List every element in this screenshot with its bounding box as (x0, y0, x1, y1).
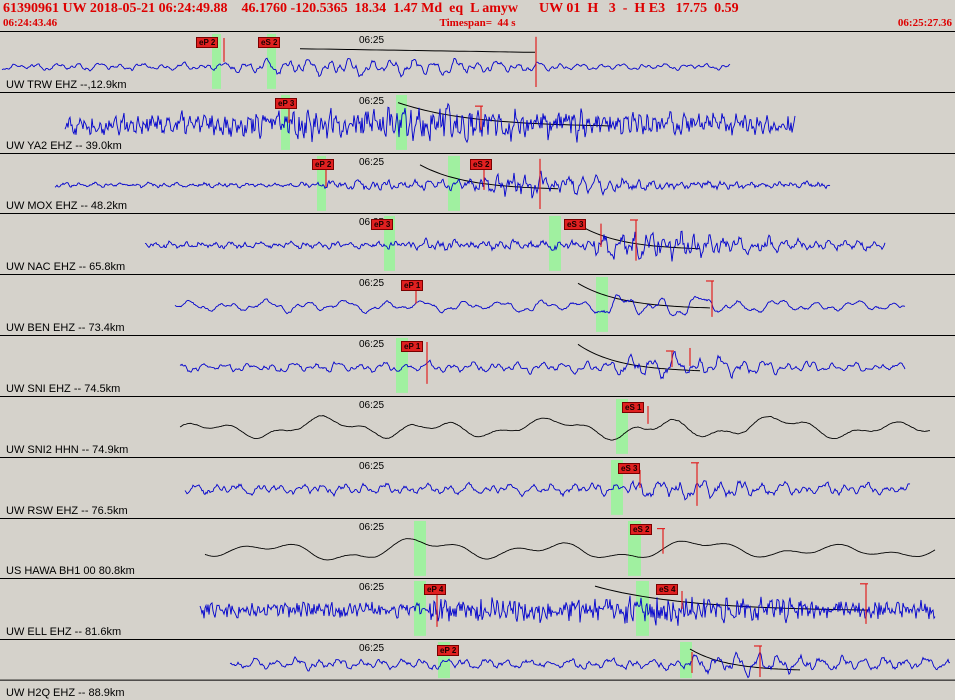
waveform-trace (184, 479, 911, 501)
station-label: UW NAC EHZ -- 65.8km (6, 261, 126, 274)
phase-pick-label[interactable]: eS 4 (656, 584, 679, 596)
phase-pick-label[interactable]: eS 3 (618, 462, 641, 474)
waveform-trace (144, 231, 886, 262)
phase-pick-label[interactable]: eP 2 (196, 37, 219, 48)
minute-label: 06:25 (359, 399, 385, 411)
coda-decay-curve (397, 101, 613, 127)
phase-pick-label[interactable]: eS 1 (622, 401, 645, 413)
coda-decay-curve (594, 585, 869, 611)
minute-label: 06:25 (359, 95, 385, 107)
trace-row[interactable]: 06:25 eP 1 UW BEN EHZ -- 73.4km (0, 274, 955, 335)
minute-label: 06:25 (359, 460, 385, 472)
trace-row[interactable]: 06:25 eP 2 UW H2Q EHZ -- 88.9km (0, 639, 955, 700)
waveform-trace (174, 294, 906, 317)
phase-window-band (680, 642, 692, 679)
waveform-trace (179, 350, 906, 380)
waveform-plot[interactable] (0, 214, 955, 274)
timespan-label: Timespan= 44 s (439, 17, 516, 29)
station-label: US HAWA BH1 00 80.8km (6, 565, 135, 578)
waveform-trace (199, 595, 936, 627)
trace-row[interactable]: 06:25 eP 2 eS 2 UW MOX EHZ -- 48.2km (0, 152, 955, 214)
waveform-plot[interactable] (0, 275, 955, 335)
window-start-time: 06:24:43.46 (3, 17, 58, 29)
time-axis-header: 06:24:43.46 Timespan= 44 s 06:25:27.36 (0, 17, 955, 31)
waveform-trace (54, 170, 831, 198)
window-end-time: 06:25:27.36 (897, 17, 952, 29)
station-label: UW ELL EHZ -- 81.6km (6, 626, 122, 639)
phase-pick-label[interactable]: eP 4 (424, 584, 447, 596)
phase-pick-label[interactable]: eP 3 (371, 219, 394, 231)
waveform-plot[interactable] (0, 397, 955, 457)
waveform-plot[interactable] (0, 336, 955, 396)
phase-window-band (596, 277, 608, 333)
station-label: UW SNI2 HHN -- 74.9km (6, 443, 129, 456)
waveform-trace (204, 537, 936, 560)
trace-row[interactable]: 06:25 eS 1 UW SNI2 HHN -- 74.9km (0, 395, 955, 457)
event-header: 61390961 UW 2018-05-21 06:24:49.88 46.17… (3, 1, 739, 16)
phase-window-band (281, 94, 290, 150)
phase-pick-label[interactable]: eP 3 (275, 97, 298, 109)
waveform-trace (1, 57, 731, 78)
trace-row[interactable]: 06:25 eP 3 UW YA2 EHZ -- 39.0km (0, 91, 955, 153)
phase-pick-label[interactable]: eS 2 (258, 37, 281, 48)
station-label: UW YA2 EHZ -- 39.0km (6, 139, 122, 152)
station-label: UW H2Q EHZ -- 88.9km (6, 686, 125, 699)
waveform-plot[interactable] (0, 640, 955, 700)
coda-decay-curve (419, 163, 559, 189)
waveform-plot[interactable] (0, 458, 955, 518)
trace-row[interactable]: 06:25 eP 1 UW SNI EHZ -- 74.5km (0, 335, 955, 396)
phase-pick-label[interactable]: eS 2 (630, 523, 653, 535)
minute-label: 06:25 (359, 582, 385, 594)
phase-pick-label[interactable]: eS 2 (470, 158, 493, 170)
phase-pick-label[interactable]: eP 1 (401, 280, 424, 292)
waveform-trace (64, 102, 796, 144)
trace-list: 06:25 eP 2 eS 2 UW TRW EHZ --,12.9km 06:25 eP… (0, 31, 955, 700)
coda-decay-curve (577, 283, 711, 309)
phase-window-band (549, 216, 561, 272)
phase-window-band (384, 216, 395, 272)
station-label: UW RSW EHZ -- 76.5km (6, 504, 128, 517)
phase-pick-label[interactable]: eP 2 (437, 645, 460, 657)
trace-row[interactable]: 06:25 eS 2 US HAWA BH1 00 80.8km (0, 517, 955, 579)
phase-window-band (414, 520, 426, 576)
phase-window-band (317, 155, 326, 211)
coda-decay-curve (574, 222, 701, 250)
station-label: UW TRW EHZ --,12.9km (6, 78, 127, 91)
minute-label: 06:25 (359, 156, 385, 168)
waveform-plot[interactable] (0, 579, 955, 639)
coda-decay-curve (299, 48, 536, 53)
minute-label: 06:25 (359, 278, 385, 290)
coda-decay-curve (689, 648, 801, 671)
phase-pick-label[interactable]: eP 2 (312, 158, 335, 170)
waveform-plot[interactable] (0, 93, 955, 153)
phase-window-band (414, 581, 426, 637)
phase-window-band (212, 33, 221, 89)
station-label: UW BEN EHZ -- 73.4km (6, 322, 125, 335)
phase-window-band (267, 33, 276, 89)
waveform-plot[interactable] (0, 32, 955, 92)
trace-row[interactable]: 06:25 eP 2 eS 2 UW TRW EHZ --,12.9km (0, 31, 955, 92)
waveform-plot[interactable] (0, 519, 955, 579)
trace-row[interactable]: 06:25 eP 4 eS 4 UW ELL EHZ -- 81.6km (0, 578, 955, 639)
phase-pick-label[interactable]: eP 1 (401, 341, 424, 353)
phase-pick-label[interactable]: eS 3 (564, 219, 587, 231)
minute-label: 06:25 (359, 521, 385, 533)
minute-label: 06:25 (359, 643, 385, 655)
minute-label: 06:25 (359, 339, 385, 351)
trace-row[interactable]: 06:25 eS 3 UW RSW EHZ -- 76.5km (0, 456, 955, 518)
station-label: UW MOX EHZ -- 48.2km (6, 200, 128, 213)
waveform-trace (229, 650, 951, 679)
minute-label: 06:25 (359, 35, 385, 46)
waveform-trace (179, 415, 931, 441)
station-label: UW SNI EHZ -- 74.5km (6, 382, 121, 395)
coda-decay-curve (577, 343, 701, 372)
